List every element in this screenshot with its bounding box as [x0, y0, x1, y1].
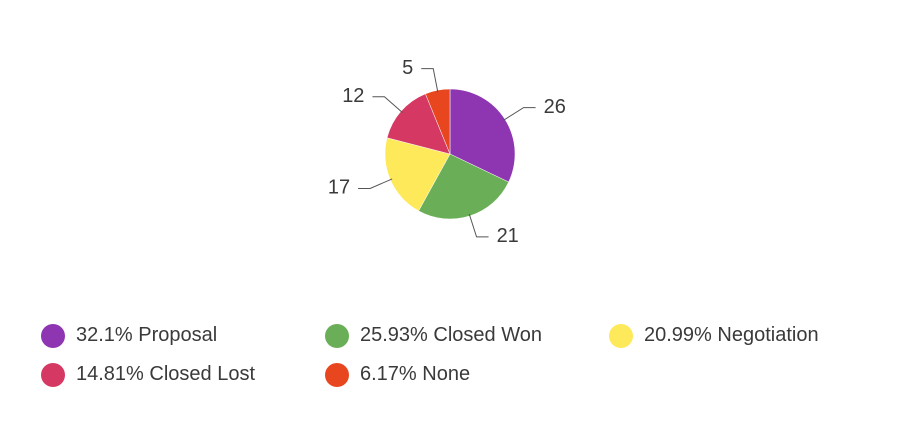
legend-label: 14.81% Closed Lost [76, 363, 255, 385]
data-label: 21 [497, 225, 519, 247]
legend-name: None [422, 363, 470, 385]
legend-percent: 20.99% [644, 324, 712, 346]
leader-line [503, 107, 536, 121]
leader-line [468, 213, 489, 238]
legend-name: Closed Lost [149, 363, 255, 385]
leader-line [372, 96, 403, 113]
legend-swatch [609, 324, 633, 348]
legend-item: 20.99% Negotiation [609, 324, 819, 348]
legend-label: 6.17% None [360, 363, 470, 385]
legend-name: Closed Won [433, 324, 542, 346]
legend-item: 6.17% None [325, 363, 470, 387]
data-label: 17 [328, 177, 350, 199]
data-label: 5 [402, 57, 413, 79]
leader-line [358, 178, 393, 189]
leader-line [421, 68, 439, 93]
legend-swatch [325, 363, 349, 387]
legend-name: Proposal [138, 324, 217, 346]
legend-label: 20.99% Negotiation [644, 324, 819, 346]
data-label: 26 [544, 96, 566, 118]
legend-percent: 25.93% [360, 324, 428, 346]
legend-swatch [41, 324, 65, 348]
legend-percent: 6.17% [360, 363, 417, 385]
legend-swatch [41, 363, 65, 387]
legend-item: 25.93% Closed Won [325, 324, 542, 348]
legend-item: 14.81% Closed Lost [41, 363, 255, 387]
legend-swatch [325, 324, 349, 348]
legend-percent: 14.81% [76, 363, 144, 385]
legend-label: 25.93% Closed Won [360, 324, 542, 346]
legend-label: 32.1% Proposal [76, 324, 217, 346]
legend-percent: 32.1% [76, 324, 133, 346]
data-label: 12 [342, 85, 364, 107]
legend-name: Negotiation [717, 324, 818, 346]
legend-item: 32.1% Proposal [41, 324, 217, 348]
